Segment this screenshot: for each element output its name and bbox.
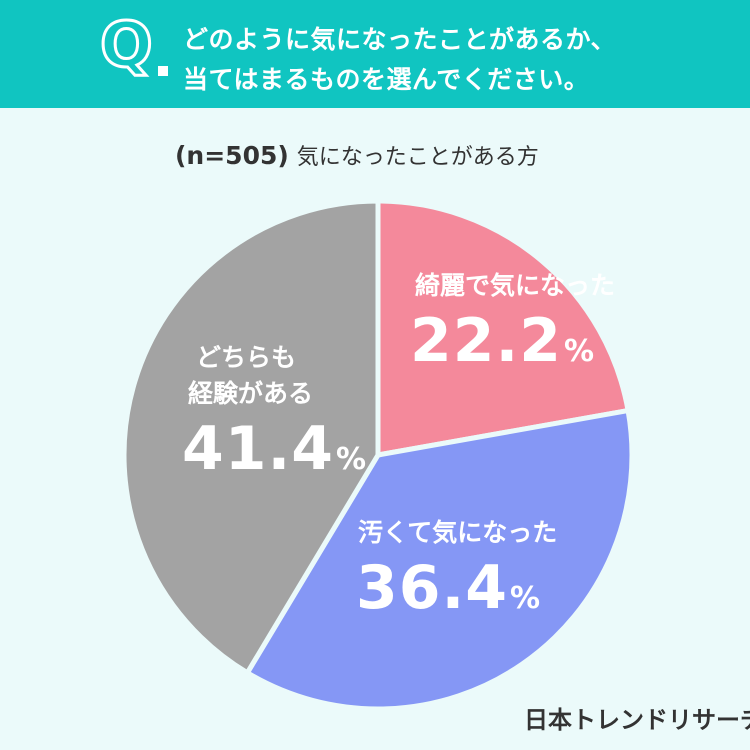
question-header: Q どのように気になったことがあるか、 当てはまるものを選んでください。 bbox=[0, 0, 750, 108]
pie-slice-dirty bbox=[244, 408, 635, 712]
slice-value-dirty-number: 36.4 bbox=[356, 553, 509, 623]
slice-label-clean: 綺麗で気になった bbox=[415, 271, 616, 300]
brand-credit: 日本トレンドリサーチ bbox=[524, 706, 750, 734]
chart-subtitle: (n=505) 気になったことがある方 bbox=[175, 139, 539, 171]
slice-value-clean-percent: % bbox=[564, 334, 596, 369]
slice-value-both-number: 41.4 bbox=[182, 414, 335, 484]
sample-size: (n=505) bbox=[175, 141, 289, 170]
slice-value-dirty-percent: % bbox=[510, 581, 542, 616]
slice-value-clean-number: 22.2 bbox=[410, 306, 563, 376]
slice-label-both-line2: 経験がある bbox=[188, 379, 314, 408]
question-line-2: 当てはまるものを選んでください。 bbox=[183, 65, 590, 94]
pie-slice-both bbox=[121, 198, 381, 676]
subtitle-text: 気になったことがある方 bbox=[296, 145, 539, 170]
pie-slice-clean bbox=[375, 198, 631, 458]
q-mark: Q bbox=[99, 8, 155, 81]
slice-label-dirty: 汚くて気になった bbox=[358, 518, 558, 547]
question-line-1: どのように気になったことがあるか、 bbox=[183, 25, 617, 54]
slice-value-clean: 22.2% bbox=[410, 306, 595, 376]
slice-label-both-line1: どちらも bbox=[196, 343, 297, 372]
slice-value-dirty: 36.4% bbox=[356, 553, 541, 623]
slice-value-both: 41.4% bbox=[182, 414, 367, 484]
q-dot bbox=[158, 66, 168, 76]
slice-value-both-percent: % bbox=[336, 442, 368, 477]
